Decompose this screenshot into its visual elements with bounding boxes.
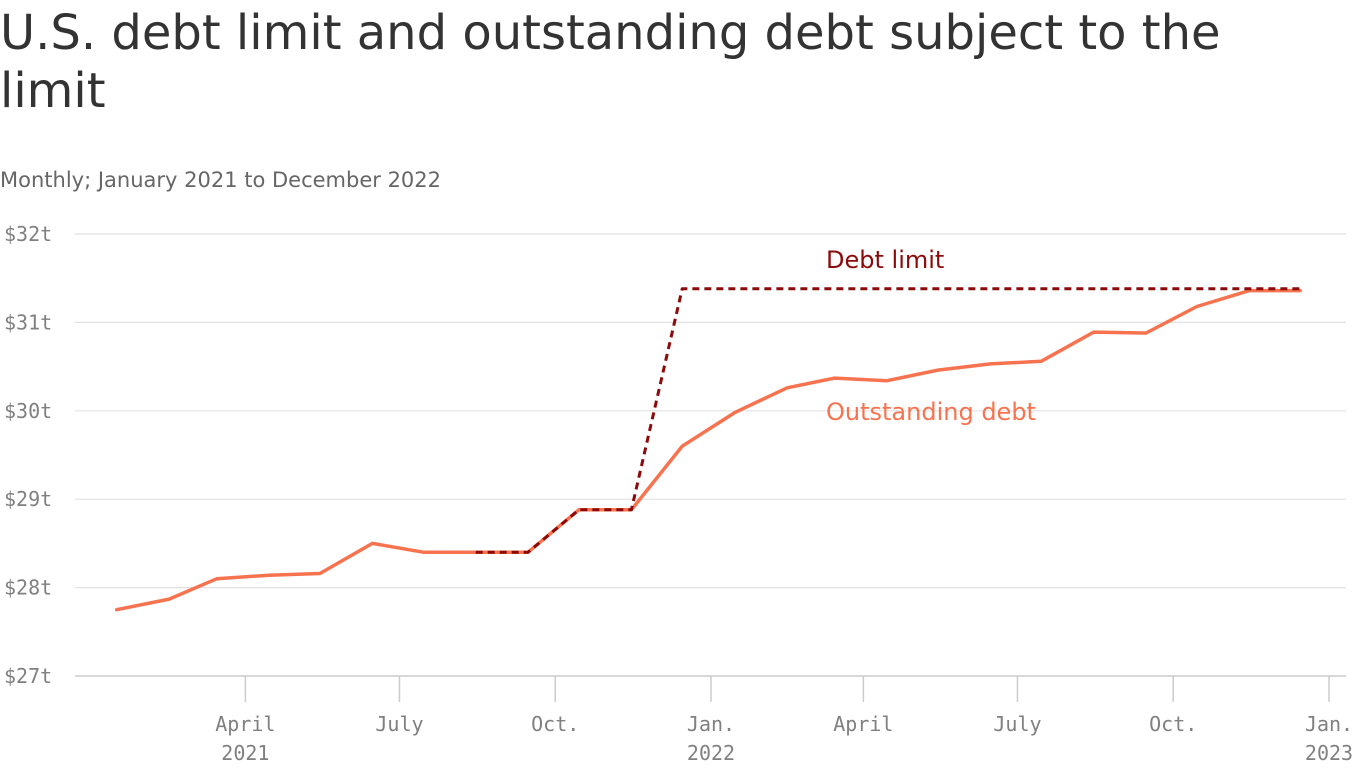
series-layer bbox=[114, 287, 1302, 612]
x-tick-label: Jan. bbox=[687, 712, 735, 736]
x-tick-year-label: 2022 bbox=[687, 741, 735, 765]
x-tick-label: April bbox=[215, 712, 275, 736]
y-tick-label: $27t bbox=[4, 664, 52, 688]
series-labels: Outstanding debt Debt limit bbox=[826, 246, 1036, 426]
chart-subtitle: Monthly; January 2021 to December 2022 bbox=[0, 168, 442, 192]
x-tick-year-label: 2023 bbox=[1305, 741, 1353, 765]
x-tick-label: Oct. bbox=[1149, 712, 1197, 736]
y-tick-label: $30t bbox=[4, 399, 52, 423]
x-tick-year-label: 2021 bbox=[221, 741, 269, 765]
x-axis: April 2021 July Oct. Jan. 2022 April July Oct. Ja… bbox=[215, 676, 1353, 765]
debt-limit-line bbox=[475, 287, 1301, 554]
x-tick-label: Jan. bbox=[1305, 712, 1353, 736]
y-tick-label: $29t bbox=[4, 487, 52, 511]
grid-layer bbox=[75, 233, 1346, 677]
outstanding-debt-line bbox=[114, 288, 1302, 612]
x-tick-label: July bbox=[375, 712, 423, 736]
y-tick-label: $28t bbox=[4, 576, 52, 600]
outstanding-debt-label: Outstanding debt bbox=[826, 398, 1036, 426]
debt-limit-label: Debt limit bbox=[826, 246, 944, 274]
x-tick-label: Oct. bbox=[531, 712, 579, 736]
x-tick-label: July bbox=[993, 712, 1041, 736]
y-tick-label: $32t bbox=[4, 222, 52, 246]
y-axis: $27t $28t $29t $30t $31t $32t bbox=[4, 222, 52, 688]
y-tick-label: $31t bbox=[4, 310, 52, 334]
x-tick-label: April bbox=[833, 712, 893, 736]
chart-title: U.S. debt limit and outstanding debt sub… bbox=[0, 5, 1221, 119]
